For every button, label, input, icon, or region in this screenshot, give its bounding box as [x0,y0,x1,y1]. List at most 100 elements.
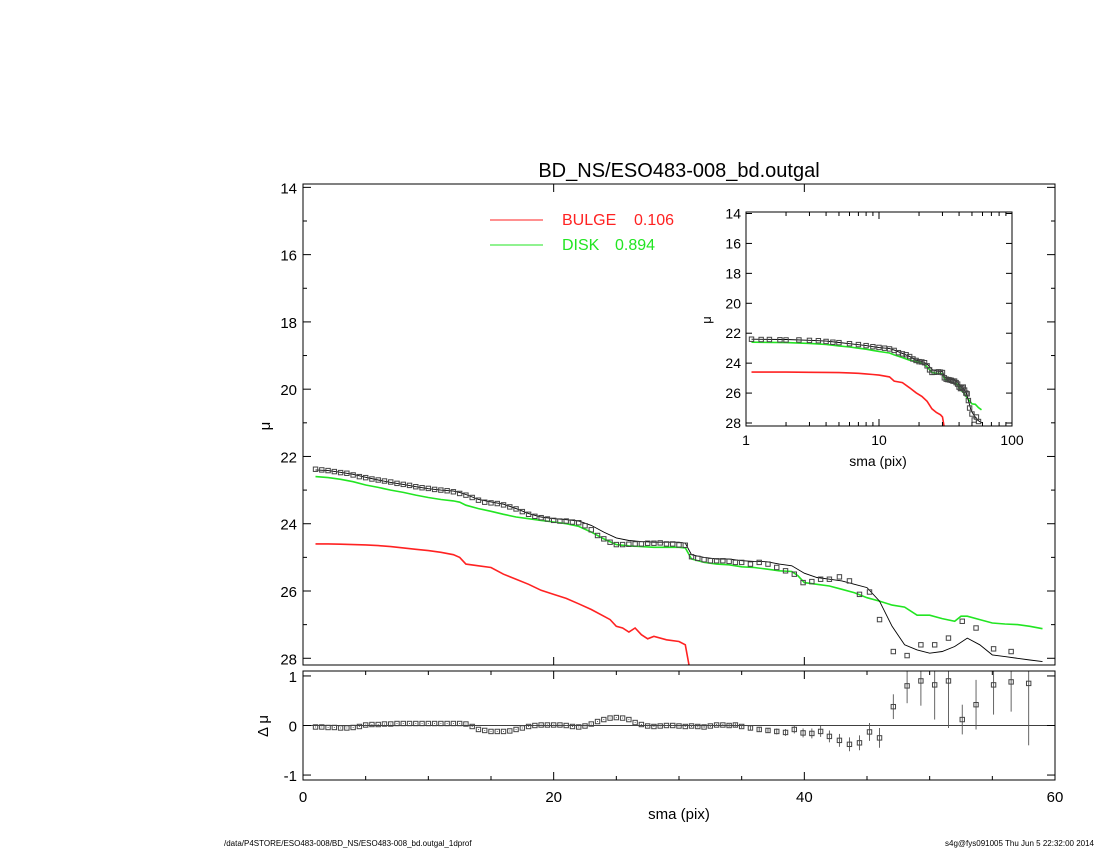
x-tick-label: 20 [545,789,562,806]
residual-data-point [325,724,331,731]
main-data-point [800,579,806,586]
main-data-point [613,541,620,548]
main-data-point [782,568,789,574]
main-data-point [695,555,701,562]
residual-data-point [726,722,732,729]
main-data-point [707,558,714,564]
main-data-point [918,642,924,648]
inset-y-tick-label: 26 [725,385,741,401]
main-data-point [726,558,732,565]
residual-data-point [959,716,965,723]
residual-data-point [413,720,419,727]
inset-data-point [863,342,869,349]
inset-data-point [823,338,829,345]
inset-data-point [855,341,862,348]
residual-data-point [747,725,754,731]
main-data-point [469,494,475,501]
legend-bulge-value: 0.106 [634,212,674,229]
main-panel: 14 16 18 20 22 24 26 28 μ [257,180,1056,668]
main-data-point [1008,648,1014,655]
inset-y-label: μ [699,316,714,324]
main-data-point [809,578,815,585]
residual-data-point [846,741,853,748]
main-data-point [500,502,507,508]
residual-data-point [619,715,626,721]
main-data-point [488,500,494,506]
residual-data-point [344,725,350,731]
main-data-point [494,500,500,507]
inset-data-point [881,345,888,351]
residual-data-point [670,722,676,729]
residual-data-point [866,729,873,735]
main-data-point [626,541,632,547]
main-data-point [550,517,557,524]
residual-data-point [438,720,444,727]
main-data-point [846,578,853,584]
main-data-point [325,467,331,474]
inset-data-point [966,405,973,411]
residual-data-point [519,725,526,731]
inset-data-point [965,397,972,404]
main-data-point [463,492,469,498]
main-data-point [456,490,463,497]
main-y-tick-label: 18 [280,315,297,332]
inset-y-tick-label: 28 [725,415,741,431]
main-data-point [791,571,798,577]
residual-data-point [406,720,413,727]
inset-data-point [876,344,882,351]
main-data-point [890,648,897,655]
main-data-point [973,625,979,631]
residual-data-point [782,729,789,736]
residual-data-point [651,723,657,730]
residual-data-point [576,724,582,730]
residual-data-point [331,724,338,731]
residual-data-point [369,721,375,728]
main-data-point [588,527,594,533]
residual-data-point [826,733,833,740]
main-data-point [576,520,582,526]
residual-data-point [500,728,507,735]
inset-data-point [964,391,970,397]
residual-data-point [356,723,363,730]
main-data-point [557,518,563,524]
residual-data-point [550,722,557,728]
main-data-point [959,618,965,624]
main-data-point [369,476,375,482]
inset-axes: 14 16 18 20 22 24 26 281 10 100 [725,205,1023,448]
inset-data-point [913,357,919,364]
residual-data-point [809,730,815,737]
main-data-point [945,635,952,641]
main-data-point [413,484,419,490]
residual-data-point [601,716,607,723]
main-data-point [747,561,754,567]
main-data-point [732,559,739,566]
inset-data-point [960,384,966,390]
inset-data-point [939,369,946,376]
main-data-point [563,518,569,524]
main-data-point [756,559,762,566]
main-data-point [538,514,544,521]
residual-data-point [688,723,695,729]
residual-plot-area [303,671,1055,752]
main-data-point [375,477,381,483]
main-data-point [638,541,645,547]
main-data-point [519,508,526,515]
main-data-point [425,485,432,492]
main-data-point [607,539,613,545]
inset-data-point [806,337,813,344]
x-axis-label: sma (pix) [648,806,710,823]
residual-data-point [613,714,620,721]
residual-data-point [563,722,569,729]
residual-y-tick-label: -1 [284,768,297,785]
inset-data-point [954,381,961,387]
footer-timestamp: s4g@fys091005 Thu Jun 5 22:32:00 2014 [945,839,1094,848]
residual-data-point [800,730,806,736]
main-data-point [644,540,651,546]
inset-data-point [748,336,755,342]
residual-data-point [738,723,745,730]
main-data-point [475,497,482,503]
inset-data-point [783,337,789,343]
main-data-point [601,536,607,542]
inset-x-tick-label: 100 [1000,432,1024,448]
residual-data-point [707,723,714,729]
